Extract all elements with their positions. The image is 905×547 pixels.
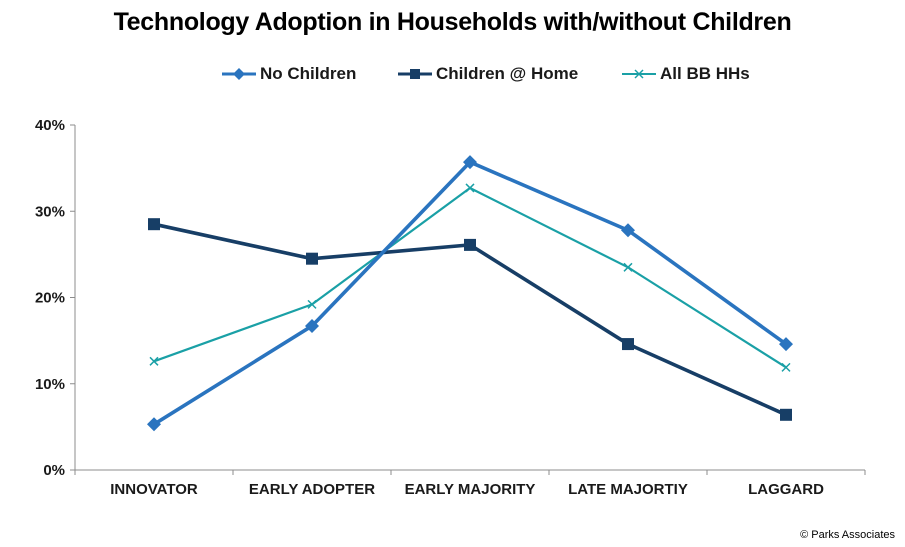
legend-label: All BB HHs [660, 64, 750, 83]
data-point-x [781, 362, 791, 372]
series-line [153, 160, 788, 426]
legend-item-no-children: No Children [222, 64, 356, 84]
y-tick-label: 20% [35, 290, 65, 307]
legend-swatch-no-children [222, 68, 256, 80]
data-point-square [148, 218, 160, 231]
data-point-square [780, 408, 792, 421]
legend-label: No Children [260, 64, 357, 83]
y-tick-label: 30% [35, 203, 65, 220]
x-tick-label: LAGGARD [748, 481, 824, 498]
data-point-square [622, 338, 634, 351]
data-point-diamond [463, 155, 477, 170]
series-line [153, 222, 787, 417]
y-tick-label: 0% [43, 462, 65, 479]
data-point-diamond [147, 417, 161, 432]
data-point-diamond [779, 337, 793, 352]
y-tick-label: 10% [35, 376, 65, 393]
source-credit: © Parks Associates [800, 529, 895, 541]
y-tick-label: 40% [35, 117, 65, 134]
data-point-x [307, 299, 317, 309]
x-tick-label: INNOVATOR [110, 481, 198, 498]
data-point-diamond [621, 223, 635, 238]
data-point-square [464, 238, 476, 251]
legend-item-children-at-home: Children @ Home [398, 64, 578, 84]
data-point-diamond [305, 318, 319, 333]
legend-swatch-all-bb-hhs [622, 69, 656, 79]
legend: No Children Children @ Home All BB HHs [0, 64, 905, 88]
chart-title: Technology Adoption in Households with/w… [113, 8, 792, 36]
x-tick-label: EARLY ADOPTER [249, 481, 375, 498]
data-point-x [465, 183, 475, 193]
data-point-x [149, 356, 159, 366]
legend-swatch-children-at-home [398, 69, 432, 79]
data-point-x [623, 262, 633, 272]
x-tick-label: LATE MAJORTIY [568, 481, 688, 498]
legend-item-all-bb-hhs: All BB HHs [622, 64, 750, 84]
legend-label: Children @ Home [436, 64, 579, 83]
data-point-square [306, 252, 318, 265]
x-tick-label: EARLY MAJORITY [405, 481, 536, 498]
